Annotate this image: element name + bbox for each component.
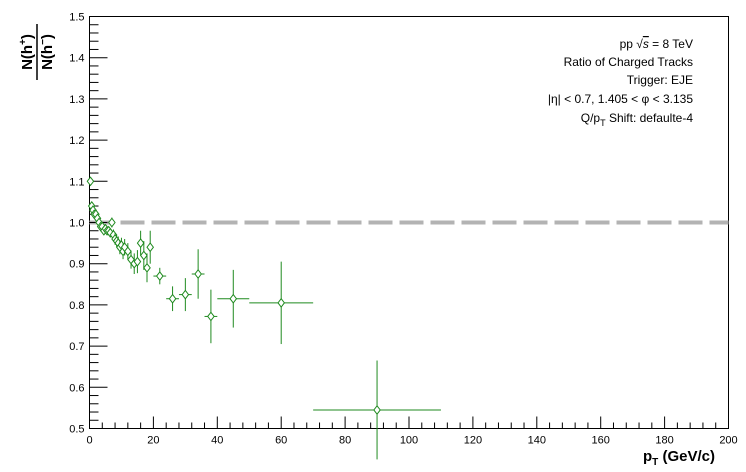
y-tick-label: 1.3	[69, 94, 84, 106]
y-tick-label: 0.6	[69, 382, 84, 394]
y-tick-label: 1.2	[69, 135, 84, 147]
data-point	[166, 286, 179, 312]
diamond-marker	[194, 269, 202, 279]
diamond-marker	[136, 238, 145, 249]
data-point	[153, 267, 167, 285]
diamond-marker	[207, 311, 215, 322]
x-tick-label: 60	[275, 435, 287, 447]
x-tick-label: 20	[147, 435, 159, 447]
diamond-marker	[143, 262, 151, 273]
data-point	[178, 278, 192, 312]
diamond-marker	[155, 271, 164, 282]
diamond-marker	[124, 246, 132, 257]
diamond-marker	[108, 217, 116, 228]
diamond-marker	[229, 293, 238, 304]
diamond-marker	[139, 250, 148, 261]
y-tick-label: 1.4	[69, 53, 84, 65]
diamond-marker	[168, 293, 177, 304]
diamond-marker	[181, 289, 190, 300]
annotation-block: pp √s = 8 TeV Ratio of Charged Tracks Tr…	[548, 37, 693, 128]
x-axis-label: pT (GeV/c)	[643, 448, 715, 468]
x-tick-label: 160	[592, 435, 610, 447]
y-axis-label: N(h+) N(h−)	[18, 24, 56, 80]
y-tick-label: 1.0	[69, 218, 84, 230]
annotation-trigger: Trigger: EJE	[627, 73, 693, 87]
x-tick-label: 200	[719, 435, 737, 447]
x-tick-label: 140	[528, 435, 546, 447]
data-point	[217, 269, 250, 328]
x-tick-label: 80	[339, 435, 351, 447]
annotation-title: Ratio of Charged Tracks	[564, 55, 693, 69]
data-point	[108, 217, 116, 228]
y-tick-label: 1.5	[69, 12, 84, 24]
data-point	[124, 243, 132, 260]
annotation-shift: Q/pT Shift: defaulte-4	[581, 111, 694, 128]
x-tick-label: 40	[211, 435, 223, 447]
y-tick-label: 0.5	[69, 424, 84, 436]
annotation-energy: pp √s = 8 TeV	[620, 37, 693, 51]
diamond-marker	[277, 297, 286, 308]
x-tick-label: 0	[86, 435, 92, 447]
diamond-marker	[133, 256, 142, 267]
diamond-marker	[373, 404, 381, 415]
data-point	[136, 230, 145, 256]
data-point	[313, 360, 441, 460]
diamond-marker	[86, 176, 95, 187]
data-point	[133, 250, 142, 274]
y-tick-label: 0.7	[69, 341, 84, 353]
diamond-marker	[146, 242, 155, 253]
data-point	[204, 289, 218, 344]
x-tick-label: 120	[464, 435, 482, 447]
data-point	[191, 249, 205, 299]
data-point	[143, 253, 151, 283]
y-tick-label: 0.8	[69, 300, 84, 312]
data-point	[86, 176, 95, 187]
y-tick-label: 1.1	[69, 176, 84, 188]
x-tick-label: 180	[655, 435, 673, 447]
data-point	[139, 241, 148, 270]
y-tick-label: 0.9	[69, 259, 84, 271]
data-point	[146, 230, 155, 264]
x-tick-label: 100	[400, 435, 418, 447]
y-label-numerator: N(h+)	[18, 34, 36, 70]
annotation-acceptance: |η| < 0.7, 1.405 < φ < 3.135	[548, 92, 693, 106]
data-point	[249, 261, 314, 345]
y-label-denominator: N(h−)	[38, 34, 56, 70]
